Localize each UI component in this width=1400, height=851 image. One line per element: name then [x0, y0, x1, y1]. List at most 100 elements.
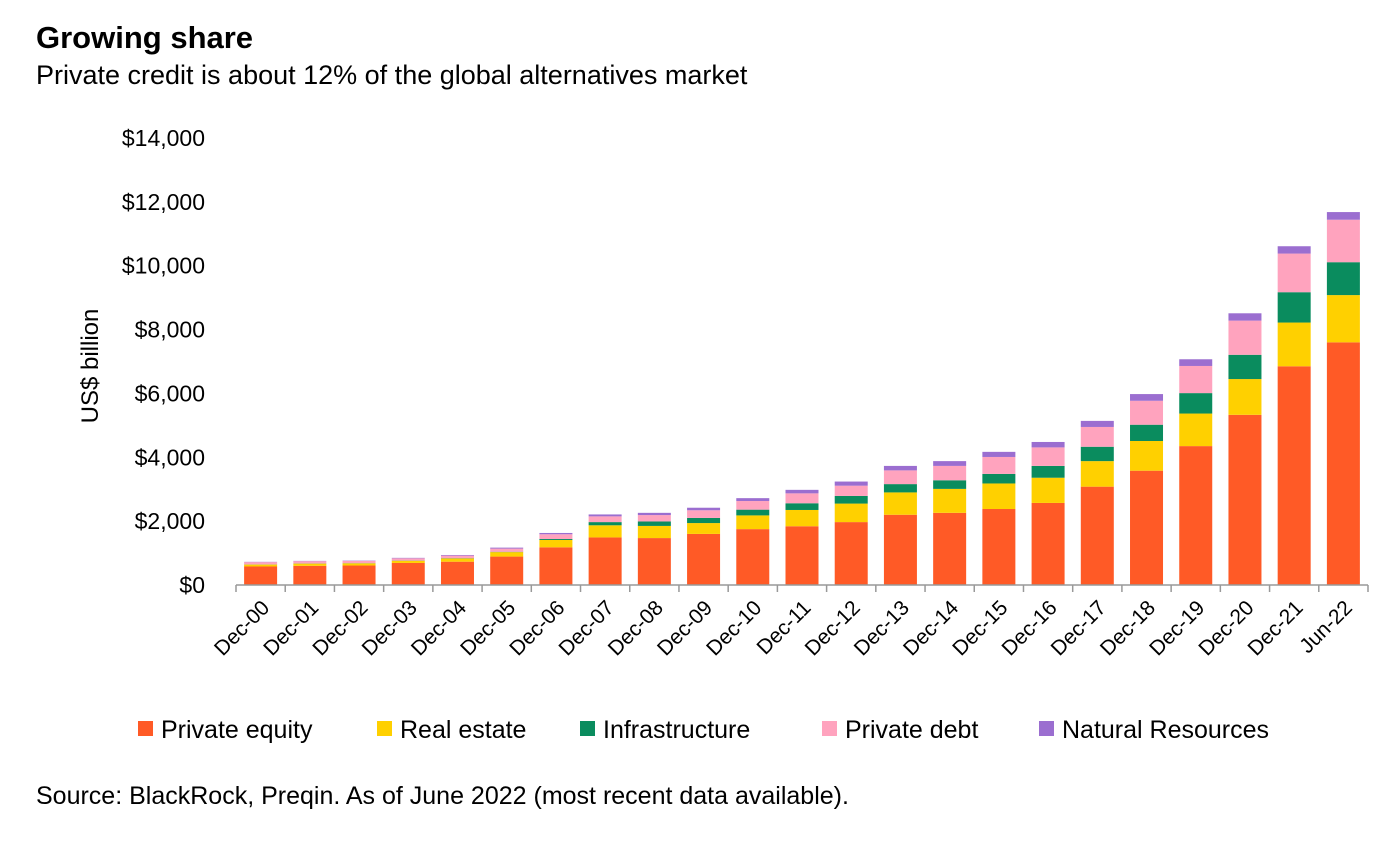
bar-segment-private-equity	[391, 562, 425, 585]
bar-segment-private-debt	[982, 456, 1016, 474]
bar-segment-private-debt	[883, 470, 917, 485]
bar-segment-natural-resources	[1277, 246, 1311, 254]
legend-swatch-private-debt	[822, 721, 837, 736]
bar-segment-private-equity	[588, 537, 622, 585]
bar-segment-private-debt	[440, 555, 474, 559]
bar-segment-private-debt	[637, 515, 671, 522]
bar-segment-natural-resources	[736, 498, 770, 502]
bar-segment-private-debt	[1130, 400, 1164, 425]
bar-segment-private-debt	[1031, 447, 1065, 466]
bar-segment-private-debt	[588, 516, 622, 523]
legend-label-natural-resources: Natural Resources	[1062, 716, 1269, 744]
bar-segment-real-estate	[1130, 441, 1164, 471]
bar-segment-private-debt	[736, 501, 770, 510]
bar-segment-natural-resources	[933, 461, 967, 466]
bar-segment-natural-resources	[785, 489, 819, 494]
bar-segment-real-estate	[1080, 461, 1114, 487]
bar-segment-infrastructure	[1228, 354, 1262, 380]
bar-segment-private-debt	[342, 560, 376, 564]
bar-segment-natural-resources	[539, 532, 573, 535]
bar-segment-real-estate	[342, 563, 376, 566]
bar-segment-private-equity	[539, 547, 573, 585]
bar-segment-private-equity	[785, 526, 819, 585]
legend-label-infrastructure: Infrastructure	[603, 716, 750, 744]
bar-segment-natural-resources	[637, 512, 671, 516]
bar-segment-natural-resources	[1031, 441, 1065, 448]
bar-segment-private-debt	[687, 510, 721, 518]
bar-segment-private-equity	[1080, 486, 1114, 585]
bar-segment-real-estate	[490, 552, 524, 557]
bar-segment-private-equity	[1130, 470, 1164, 585]
bar-segment-infrastructure	[834, 495, 868, 504]
bar-segment-real-estate	[637, 525, 671, 539]
bar-segment-infrastructure	[637, 521, 671, 526]
bar-segment-infrastructure	[1130, 424, 1164, 441]
bar-segment-real-estate	[244, 564, 278, 567]
bar-segment-natural-resources	[490, 547, 524, 549]
bar-segment-infrastructure	[1277, 292, 1311, 323]
bar-segment-private-equity	[933, 512, 967, 585]
bar-segment-natural-resources	[588, 514, 622, 517]
bar-segment-natural-resources	[982, 451, 1016, 457]
bar-segment-real-estate	[785, 509, 819, 527]
y-tick-label: $6,000	[135, 380, 205, 406]
y-tick-label: $0	[179, 572, 205, 598]
bar-segment-private-equity	[342, 565, 376, 585]
bar-segment-natural-resources	[883, 465, 917, 471]
legend-label-private-debt: Private debt	[845, 716, 978, 744]
y-tick-label: $14,000	[122, 125, 205, 151]
bar-segment-private-equity	[293, 565, 327, 585]
bar-segment-real-estate	[834, 503, 868, 523]
x-tick-label: Dec-10	[702, 596, 766, 660]
bar-segment-infrastructure	[982, 473, 1016, 484]
source-note: Source: BlackRock, Preqin. As of June 20…	[36, 782, 849, 810]
bar-segment-real-estate	[1179, 413, 1213, 447]
y-tick-label: $4,000	[135, 444, 205, 470]
bar-segment-real-estate	[1326, 295, 1360, 343]
bar-segment-infrastructure	[785, 503, 819, 510]
bar-segment-real-estate	[982, 483, 1016, 510]
bar-segment-private-debt	[490, 548, 524, 552]
bar-segment-private-equity	[982, 509, 1016, 585]
bar-segment-private-debt	[933, 465, 967, 481]
bar-segment-private-equity	[244, 566, 278, 585]
bar-segment-private-debt	[539, 534, 573, 540]
bar-segment-natural-resources	[1326, 212, 1360, 220]
bar-segment-infrastructure	[1031, 465, 1065, 478]
bar-segment-private-equity	[1326, 342, 1360, 585]
x-tick-label: Dec-21	[1244, 596, 1308, 660]
bar-segment-private-equity	[1179, 446, 1213, 585]
bar-segment-private-debt	[834, 485, 868, 496]
bar-segment-private-debt	[1326, 219, 1360, 263]
bar-segment-real-estate	[933, 488, 967, 513]
bar-segment-infrastructure	[883, 484, 917, 493]
bar-segment-natural-resources	[1179, 359, 1213, 366]
bar-segment-natural-resources	[687, 507, 721, 511]
bar-segment-private-equity	[883, 514, 917, 585]
bar-segment-natural-resources	[1130, 394, 1164, 401]
legend-swatch-private-equity	[138, 721, 153, 736]
bar-segment-real-estate	[293, 563, 327, 566]
bar-segment-real-estate	[1228, 379, 1262, 415]
bar-segment-infrastructure	[539, 539, 573, 540]
bar-segment-private-equity	[736, 529, 770, 586]
bar-segment-real-estate	[1031, 477, 1065, 503]
y-axis-label: US$ billion	[77, 309, 104, 424]
y-tick-label: $2,000	[135, 508, 205, 534]
x-tick-label: Jun-22	[1295, 596, 1357, 658]
bar-segment-natural-resources	[1080, 420, 1114, 427]
bar-segment-private-debt	[244, 562, 278, 565]
chart-title: Growing share	[36, 20, 254, 55]
bar-segment-natural-resources	[834, 481, 868, 486]
bar-segment-infrastructure	[1179, 393, 1213, 414]
legend-swatch-natural-resources	[1039, 721, 1054, 736]
bar-segment-private-equity	[687, 533, 721, 585]
bar-segment-infrastructure	[687, 517, 721, 524]
bar-segment-infrastructure	[1080, 446, 1114, 462]
bar-segment-private-equity	[637, 538, 671, 585]
bar-segment-private-debt	[1080, 426, 1114, 447]
legend-swatch-infrastructure	[580, 721, 595, 736]
y-tick-label: $10,000	[122, 253, 205, 279]
bar-segment-private-debt	[1228, 320, 1262, 355]
